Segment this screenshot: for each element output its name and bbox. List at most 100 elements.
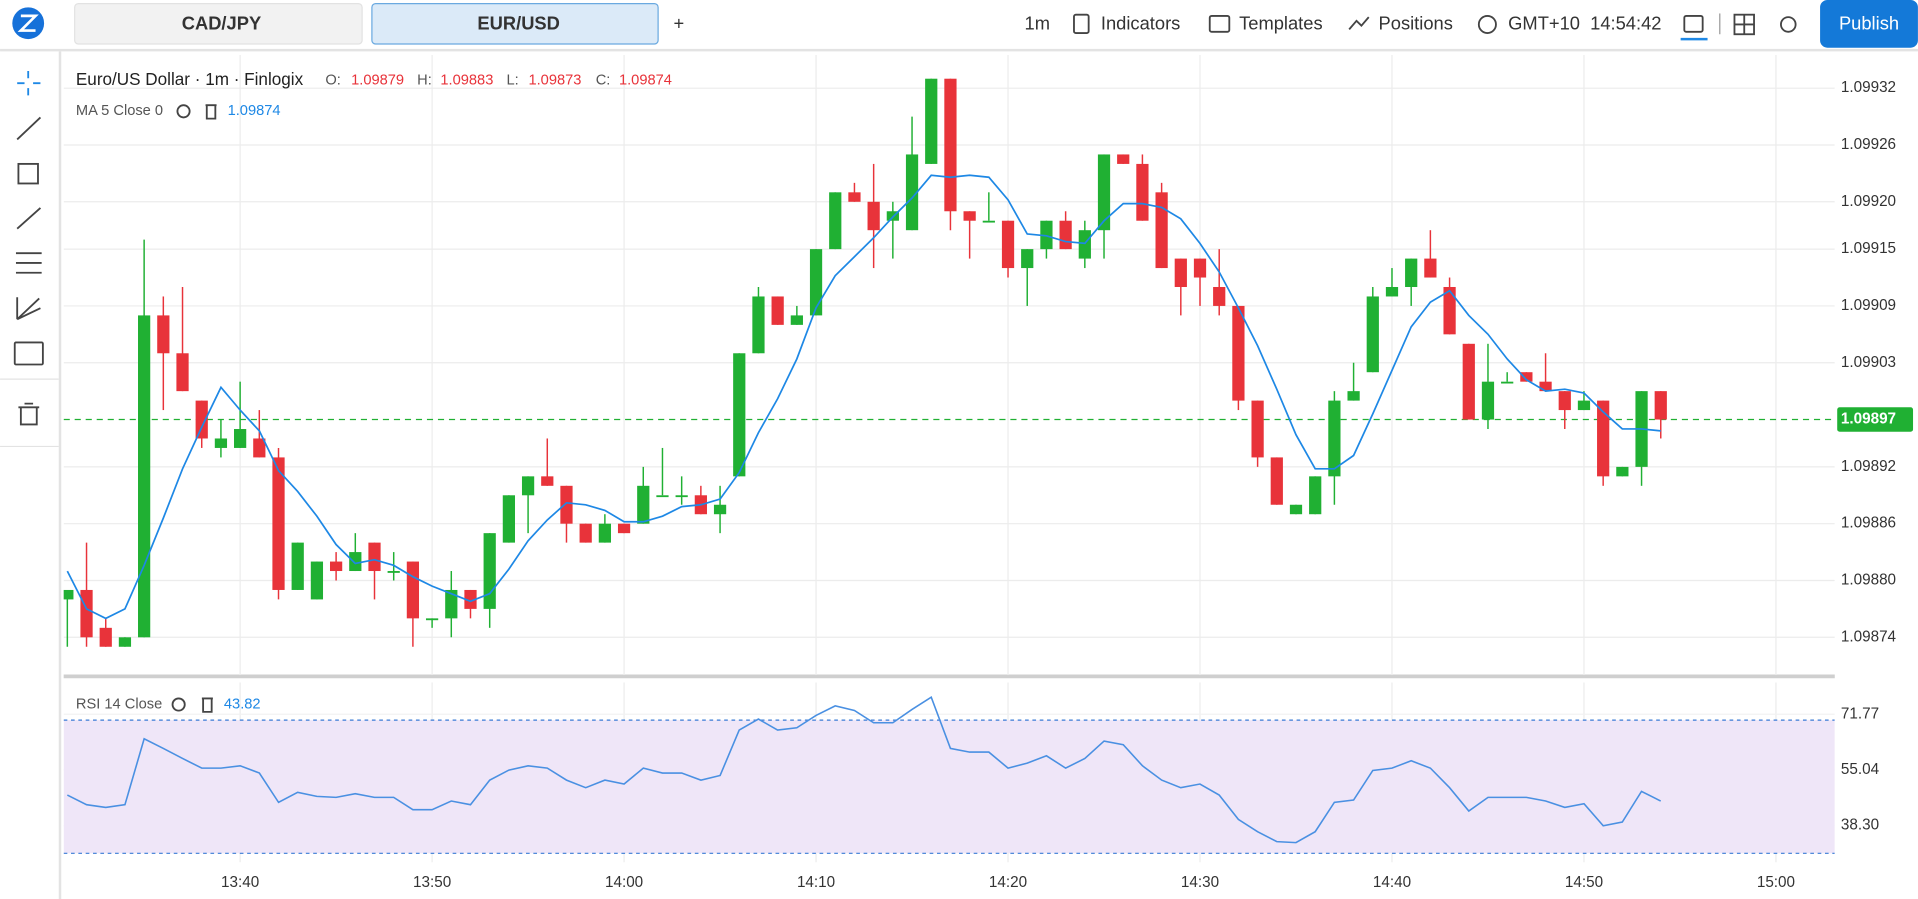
x-tick-label: 13:40	[221, 874, 259, 891]
candle-body	[733, 353, 746, 477]
ma-value: 1.09874	[228, 103, 281, 119]
clock: 14:54:42	[1590, 12, 1661, 33]
ray-tool[interactable]	[16, 207, 42, 230]
candle-body	[1001, 220, 1015, 269]
candle-body	[752, 296, 765, 354]
fib-tool[interactable]	[15, 252, 42, 274]
rsi-settings[interactable]	[171, 697, 186, 712]
candle-body	[1616, 466, 1629, 477]
sidebar	[0, 51, 62, 899]
candle-body	[579, 523, 592, 543]
globe-icon	[1477, 14, 1497, 34]
publish-label: Publish	[1839, 12, 1899, 33]
grid-icon-lines	[1734, 14, 1755, 35]
candle-body	[1232, 305, 1245, 401]
fan-tool[interactable]	[16, 297, 41, 321]
rsi-label: RSI 14 Close	[76, 696, 162, 712]
settings-icon[interactable]	[1780, 16, 1797, 33]
candle-body	[234, 429, 247, 448]
candle-body	[291, 542, 304, 590]
delete-tool[interactable]	[18, 402, 40, 426]
candle-body	[1385, 286, 1399, 297]
ma-settings[interactable]	[176, 104, 191, 119]
c-label: C:	[596, 73, 611, 89]
tab-active[interactable]	[371, 3, 659, 45]
candle-body	[1021, 249, 1034, 269]
last-price-label: 1.09897	[1841, 411, 1896, 428]
candle-body	[771, 296, 784, 325]
candle-body	[253, 438, 266, 458]
candle-body	[464, 589, 477, 609]
candle-body	[1462, 343, 1475, 420]
top-bar: CAD/JPY EUR/USD + 1m Indicators Template…	[0, 0, 1918, 52]
timezone[interactable]: GMT+10	[1508, 12, 1580, 33]
y-tick-label: 1.09880	[1841, 572, 1896, 589]
templates-button[interactable]: Templates	[1239, 12, 1323, 33]
candle-body	[425, 618, 439, 621]
tab-label: CAD/JPY	[182, 12, 261, 33]
candle-body	[1270, 457, 1283, 505]
axes: 13:40 13:50 14:00 14:10 14:20 14:30 14:40 14:50…	[221, 79, 1914, 891]
interval[interactable]: 1m	[1025, 12, 1050, 33]
ma-delete[interactable]	[205, 104, 217, 120]
o-label: O:	[325, 73, 340, 89]
candle-body	[1501, 381, 1514, 384]
y-tick-label: 1.09926	[1841, 136, 1896, 153]
candle-body	[1059, 220, 1072, 250]
tab[interactable]	[74, 3, 363, 45]
candle-body	[1213, 286, 1226, 306]
y-tick-label: 1.09932	[1841, 79, 1896, 96]
candle-body	[809, 249, 823, 316]
rect-tool[interactable]	[17, 162, 39, 185]
l-label: L:	[506, 73, 518, 89]
text-tool[interactable]	[13, 341, 44, 366]
candle-body	[1040, 220, 1053, 250]
symbol: Euro/US Dollar · 1m · Finlogix	[76, 70, 304, 89]
candle-body	[963, 211, 976, 221]
publish-button[interactable]	[1820, 0, 1918, 48]
candle-body	[1558, 391, 1571, 411]
candle-body	[1481, 381, 1495, 420]
candle-body	[80, 589, 93, 638]
candle-body	[214, 438, 228, 448]
y-tick-label: 1.09874	[1841, 628, 1897, 645]
candle-body	[905, 154, 919, 231]
candle-body	[406, 561, 420, 619]
candle-body	[1289, 504, 1303, 515]
indicators-button[interactable]: Indicators	[1101, 12, 1180, 33]
candle-body	[1193, 258, 1207, 278]
x-tick-label: 14:40	[1373, 874, 1411, 891]
y-tick-label: 1.09915	[1841, 240, 1896, 257]
candle-body	[502, 495, 516, 543]
y-tick-label: 1.09886	[1841, 515, 1896, 532]
layout-icon[interactable]	[1683, 14, 1704, 33]
indicators-icon	[1073, 13, 1090, 34]
candle-body	[790, 315, 803, 325]
o-value: 1.09879	[351, 73, 404, 89]
positions-button[interactable]: Positions	[1379, 12, 1453, 33]
candle-body	[368, 542, 381, 572]
crosshair-tool[interactable]	[17, 70, 41, 96]
x-tick-label: 14:00	[605, 874, 643, 891]
y-tick-label: 38.30	[1841, 817, 1879, 834]
candle-body	[1078, 230, 1091, 259]
ma-line	[66, 174, 1661, 620]
add-tab[interactable]: +	[674, 12, 685, 33]
candle-body	[1520, 372, 1533, 382]
rsi-delete[interactable]	[201, 697, 213, 713]
c-value: 1.09874	[619, 73, 672, 89]
ma-label: MA 5 Close 0	[76, 103, 163, 119]
candle-body	[560, 485, 573, 524]
y-tick-label: 1.09892	[1841, 458, 1896, 475]
candle-body	[541, 476, 554, 486]
candle-body	[157, 315, 170, 354]
candle-body	[329, 561, 343, 572]
candle-body	[387, 571, 400, 573]
candle-body	[138, 315, 151, 638]
candle-body	[1097, 154, 1111, 231]
line-tool[interactable]	[16, 116, 42, 141]
candle-body	[195, 400, 208, 439]
h-label: H:	[417, 73, 432, 89]
x-tick-label: 15:00	[1757, 874, 1795, 891]
candle-body	[637, 485, 650, 524]
